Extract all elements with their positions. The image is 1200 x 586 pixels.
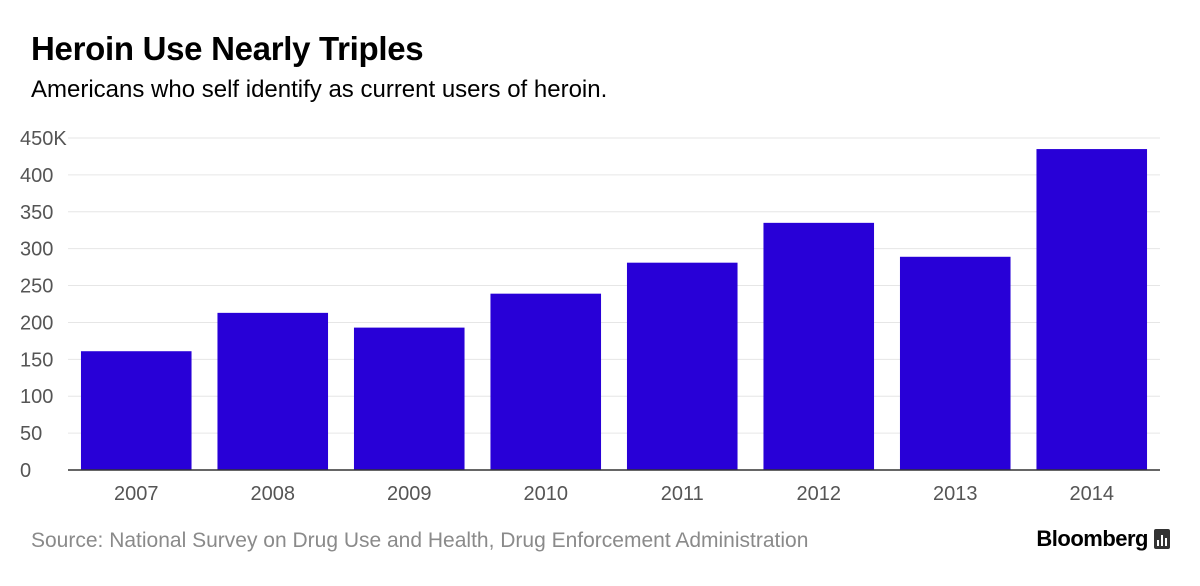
bloomberg-terminal-icon [1154, 529, 1170, 549]
bar-2011 [626, 262, 738, 470]
y-tick-label: 200 [20, 312, 53, 334]
bar-2014 [1036, 149, 1148, 471]
chart-title: Heroin Use Nearly Triples [31, 30, 424, 67]
bar-2010 [490, 293, 602, 470]
y-tick-label: 350 [20, 202, 53, 224]
bars [80, 149, 1148, 471]
x-tick-label: 2014 [1070, 483, 1115, 505]
x-axis-ticks: 2007 2008 2009 2010 2011 2012 2013 2014 [114, 483, 1114, 505]
y-tick-label: 450K [20, 128, 67, 150]
bar-2009 [353, 327, 465, 470]
y-tick-label: 150 [20, 349, 53, 371]
x-tick-label: 2008 [251, 483, 296, 505]
chart-subtitle: Americans who self identify as current u… [31, 76, 608, 103]
y-tick-label: 50 [20, 423, 42, 445]
source-note: Source: National Survey on Drug Use and … [31, 529, 809, 552]
bar-2012 [763, 222, 875, 470]
x-tick-label: 2011 [661, 483, 704, 505]
x-tick-label: 2012 [797, 483, 842, 505]
x-tick-label: 2010 [524, 483, 569, 505]
x-tick-label: 2009 [387, 483, 432, 505]
y-tick-label: 300 [20, 239, 53, 261]
bar-2007 [80, 351, 192, 470]
x-tick-label: 2013 [933, 483, 978, 505]
bar-2008 [217, 312, 329, 470]
y-axis-ticks: 0 50 100 150 200 250 300 350 400 450K [20, 128, 67, 482]
brand-name: Bloomberg [1036, 526, 1148, 551]
y-tick-label: 100 [20, 386, 53, 408]
bar-2013 [899, 256, 1011, 470]
y-tick-label: 250 [20, 276, 53, 298]
y-tick-label: 0 [20, 460, 31, 482]
x-tick-label: 2007 [114, 483, 159, 505]
brand-logo: Bloomberg [1036, 526, 1170, 552]
y-tick-label: 400 [20, 165, 53, 187]
